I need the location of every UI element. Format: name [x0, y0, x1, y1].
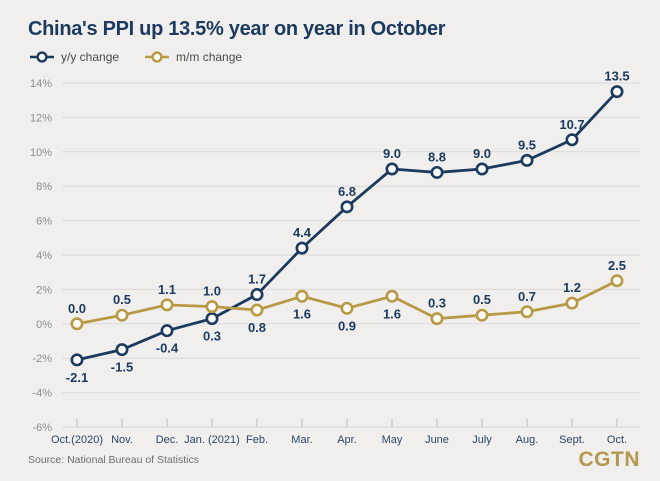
x-axis-tick-label: Feb.: [246, 434, 268, 446]
x-axis-tick-label: Aug.: [516, 434, 539, 446]
data-point-marker: [385, 289, 399, 303]
data-point-value-label: 2.5: [608, 258, 626, 273]
data-point-value-label: 4.4: [293, 225, 312, 240]
mm-series-marker-icon: [145, 51, 170, 63]
y-axis-tick-label: 0%: [36, 319, 52, 331]
data-point-value-label: 9.0: [383, 146, 401, 161]
data-point-marker: [520, 153, 534, 167]
x-axis-tick-label: Mar.: [291, 434, 312, 446]
y-axis-tick-label: 6%: [36, 216, 52, 228]
data-point-value-label: 0.8: [248, 320, 266, 335]
data-point-marker: [475, 308, 489, 322]
x-axis-tick-label: July: [472, 434, 492, 446]
data-point-marker: [610, 85, 624, 99]
data-point-marker: [70, 353, 84, 367]
chart-legend: y/y change m/m change: [30, 50, 242, 64]
y-axis-tick-label: -6%: [32, 422, 52, 434]
data-point-value-label: 10.7: [559, 117, 584, 132]
data-point-value-label: 1.6: [383, 306, 401, 321]
data-point-marker: [205, 312, 219, 326]
data-point-value-label: 1.2: [563, 280, 581, 295]
x-axis-tick-label: May: [382, 434, 403, 446]
data-point-value-label: 0.3: [203, 329, 221, 344]
data-point-value-label: 1.7: [248, 272, 266, 287]
data-point-marker: [70, 317, 84, 331]
y-axis-tick-label: 2%: [36, 284, 52, 296]
x-axis-tick-label: Oct.(2020): [51, 434, 103, 446]
data-point-value-label: 0.0: [68, 301, 86, 316]
data-point-marker: [250, 288, 264, 302]
x-axis-tick-label: June: [425, 434, 449, 446]
data-point-marker: [115, 308, 129, 322]
data-point-marker: [385, 162, 399, 176]
data-point-value-label: 9.0: [473, 146, 491, 161]
data-point-marker: [610, 274, 624, 288]
data-point-value-label: 0.5: [473, 292, 491, 307]
data-point-marker: [295, 241, 309, 255]
data-point-value-label: 1.0: [203, 284, 221, 299]
x-axis-tick-label: Jan. (2021): [184, 434, 240, 446]
x-axis-tick-label: Sept.: [559, 434, 585, 446]
cgtn-logo: CGTN: [578, 448, 640, 471]
data-point-marker: [340, 200, 354, 214]
data-point-value-label: 0.9: [338, 318, 356, 333]
data-point-marker: [565, 296, 579, 310]
data-point-marker: [475, 162, 489, 176]
y-axis-tick-label: 12%: [30, 112, 52, 124]
y-axis-tick-label: 10%: [30, 147, 52, 159]
data-point-value-label: 0.5: [113, 292, 131, 307]
data-point-marker: [115, 343, 129, 357]
data-point-value-label: 8.8: [428, 149, 446, 164]
data-point-marker: [160, 298, 174, 312]
data-point-marker: [160, 324, 174, 338]
y-axis-tick-label: -4%: [32, 388, 52, 400]
data-point-value-label: 9.5: [518, 137, 536, 152]
legend-item-yy-change: y/y change: [30, 50, 119, 64]
data-point-marker: [430, 165, 444, 179]
data-point-marker: [205, 300, 219, 314]
data-point-marker: [295, 289, 309, 303]
data-point-marker: [250, 303, 264, 317]
y-axis-tick-label: 14%: [30, 78, 52, 90]
y-axis-tick-label: -2%: [32, 353, 52, 365]
data-point-value-label: 0.7: [518, 289, 536, 304]
data-point-value-label: -0.4: [156, 341, 179, 356]
data-point-value-label: 1.1: [158, 282, 176, 297]
chart-title: China's PPI up 13.5% year on year in Oct…: [28, 18, 446, 40]
x-axis-tick-label: Apr.: [337, 434, 357, 446]
data-point-value-label: 1.6: [293, 306, 311, 321]
legend-label-yy-change: y/y change: [61, 50, 120, 64]
source-note: Source: National Bureau of Statistics: [28, 454, 200, 466]
data-point-marker: [520, 305, 534, 319]
x-axis-tick-label: Dec.: [156, 434, 179, 446]
data-point-value-label: -2.1: [66, 370, 88, 385]
legend-item-mm-change: m/m change: [145, 50, 242, 64]
data-point-marker: [340, 301, 354, 315]
x-axis-tick-label: Nov.: [111, 434, 133, 446]
data-point-marker: [565, 133, 579, 147]
yy-series-marker-icon: [30, 51, 54, 63]
data-point-value-label: -1.5: [111, 360, 133, 375]
y-axis-tick-label: 4%: [36, 250, 52, 262]
data-point-marker: [430, 312, 444, 326]
y-axis-tick-label: 8%: [36, 181, 52, 193]
data-point-value-label: 13.5: [604, 69, 629, 84]
data-point-value-label: 0.3: [428, 296, 446, 311]
data-point-value-label: 6.8: [338, 184, 356, 199]
x-axis-tick-label: Oct.: [607, 434, 627, 446]
legend-label-mm-change: m/m change: [176, 50, 243, 64]
